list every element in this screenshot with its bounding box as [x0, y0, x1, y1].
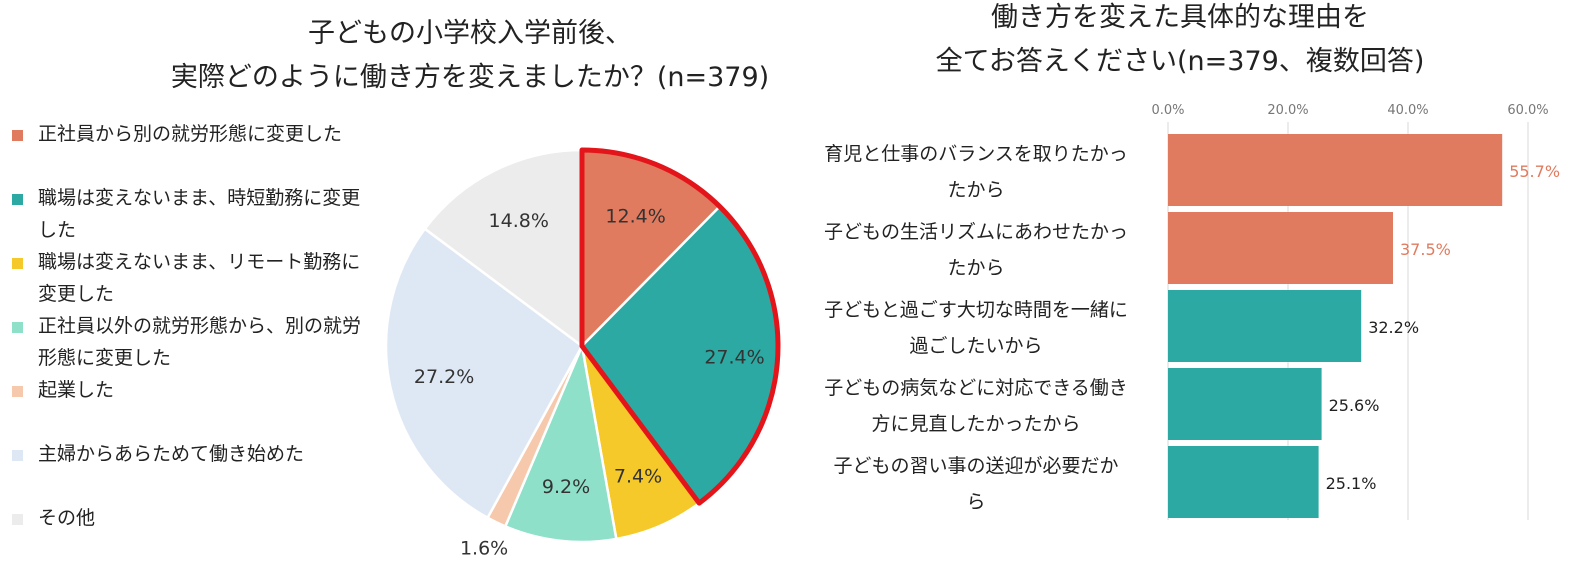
bar-category-line: 育児と仕事のバランスを取りたかっ: [824, 143, 1128, 165]
legend-swatch: [12, 322, 23, 333]
bar-rect: [1168, 212, 1393, 284]
pie-value-label: 27.4%: [704, 347, 764, 369]
bar-tick-label: 40.0%: [1387, 103, 1428, 118]
pie-value-label: 9.2%: [542, 476, 590, 498]
pie-title-line-2: 実際どのように働き方を変えましたか？(n=379): [170, 62, 770, 93]
bar-category-line: ら: [966, 491, 986, 513]
bar-category-label: 子どもの生活リズムにあわせたかっ たから: [800, 214, 1152, 286]
legend-swatch: [12, 130, 23, 141]
pie-title-line-1: 子どもの小学校入学前後、: [308, 18, 632, 49]
pie-slice: [503, 341, 618, 544]
bar-category-label: 育児と仕事のバランスを取りたかっ たから: [800, 136, 1152, 208]
bar-category-line: たから: [947, 179, 1005, 201]
bar-rect: [1168, 290, 1362, 362]
bar-category-line: 過ごしたいから: [909, 335, 1043, 357]
bar-value-label: 55.7%: [1509, 162, 1560, 181]
bar-category-label: 子どもの病気などに対応できる働き 方に見直したかったから: [800, 370, 1152, 442]
bar-value-label: 25.6%: [1329, 396, 1380, 415]
pie-value-label: 14.8%: [489, 210, 549, 232]
legend-label: 正社員から別の就労形態に変更した: [38, 123, 343, 145]
bar-category-line: 子どもと過ごす大切な時間を一緒に: [824, 299, 1128, 321]
bar-rect: [1168, 368, 1322, 440]
pie-value-label: 27.2%: [414, 366, 474, 388]
pie-chart-title: 子どもの小学校入学前後、 実際どのように働き方を変えましたか？(n=379): [150, 12, 790, 100]
legend-swatch: [12, 386, 23, 397]
bar-tick-label: 60.0%: [1507, 103, 1548, 118]
bar-tick-label: 20.0%: [1267, 103, 1308, 118]
legend-label: 正社員以外の就労形態から、別の就労形態に変更した: [38, 315, 362, 369]
bar-tick-label: 0.0%: [1151, 103, 1184, 118]
legend-swatch: [12, 194, 23, 205]
pie-value-label: 7.4%: [614, 466, 662, 488]
pie-value-label: 12.4%: [605, 205, 665, 227]
legend-label: その他: [38, 507, 96, 529]
bar-value-label: 32.2%: [1368, 318, 1419, 337]
bar-title-line-2: 全てお答えください(n=379、複数回答): [935, 46, 1425, 77]
bar-category-label: 子どもの習い事の送迎が必要だから: [800, 448, 1152, 520]
pie-value-label: 1.6%: [460, 537, 508, 559]
legend-swatch: [12, 514, 23, 525]
legend-label: 起業した: [38, 379, 115, 401]
bar-category-label: 子どもと過ごす大切な時間を一緒に 過ごしたいから: [800, 292, 1152, 364]
bar-category-line: 子どもの病気などに対応できる働き: [824, 377, 1128, 399]
bar-chart-title: 働き方を変えた具体的な理由を 全てお答えください(n=379、複数回答): [900, 0, 1460, 84]
bar-rect: [1168, 446, 1319, 518]
legend-swatch: [12, 258, 23, 269]
bar-category-line: 子どもの生活リズムにあわせたかっ: [823, 221, 1128, 243]
bar-value-label: 25.1%: [1326, 474, 1377, 493]
pie-chart: 12.4% 27.4% 7.4% 9.2% 1.6% 27.2% 14.8%: [384, 147, 781, 559]
bar-rect: [1168, 134, 1503, 206]
bar-category-line: 子どもの習い事の送迎が必要だか: [833, 455, 1119, 477]
pie-slice: [423, 148, 584, 349]
legend-label: 職場は変えないまま、時短勤務に変更した: [38, 187, 361, 241]
bar-category-line: 方に見直したかったから: [871, 413, 1081, 435]
bar-category-line: たから: [947, 257, 1005, 279]
pie-slice: [384, 227, 584, 520]
bar-title-line-1: 働き方を変えた具体的な理由を: [991, 2, 1369, 33]
legend-label: 職場は変えないまま、リモート勤務に変更した: [38, 251, 361, 305]
legend-label: 主婦からあらためて働き始めた: [38, 443, 305, 465]
legend-swatch: [12, 450, 23, 461]
bar-value-label: 37.5%: [1400, 240, 1451, 259]
pie-highlight-outline: [579, 147, 781, 506]
